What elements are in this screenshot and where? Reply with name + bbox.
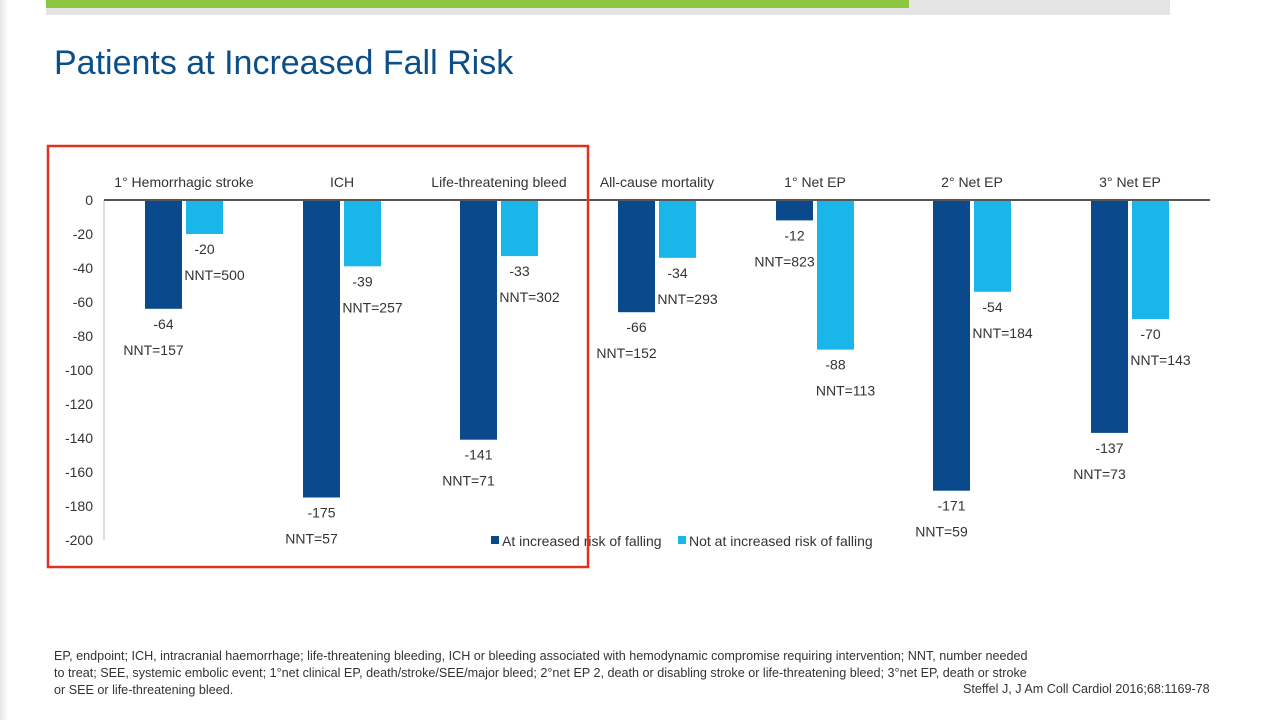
nnt-label: NNT=59: [915, 524, 968, 540]
data-label: -12: [784, 227, 804, 243]
data-label: -171: [937, 498, 965, 514]
slide-title: Patients at Increased Fall Risk: [54, 44, 514, 82]
category-label: 3° Net EP: [1099, 174, 1161, 190]
bar-at-risk: [1091, 200, 1128, 433]
y-tick-label: -120: [65, 396, 93, 412]
nnt-label: NNT=73: [1073, 466, 1126, 482]
category-label: 2° Net EP: [941, 174, 1003, 190]
bar-at-risk: [303, 200, 340, 498]
nnt-label: NNT=500: [184, 267, 245, 283]
y-tick-label: -180: [65, 498, 93, 514]
bar-not-at-risk: [1132, 200, 1169, 319]
category-label: 1° Net EP: [784, 174, 846, 190]
y-tick-label: -100: [65, 362, 93, 378]
data-label: -66: [626, 319, 646, 335]
data-label: -88: [825, 357, 845, 373]
bar-not-at-risk: [501, 200, 538, 257]
bar-not-at-risk: [659, 200, 696, 258]
category-label: 1° Hemorrhagic stroke: [114, 174, 254, 190]
bar-not-at-risk: [344, 200, 381, 267]
y-tick-label: -20: [73, 226, 93, 242]
category-label: Life-threatening bleed: [431, 174, 566, 190]
data-label: -137: [1095, 440, 1123, 456]
data-label: -20: [194, 241, 214, 257]
nnt-label: NNT=184: [972, 325, 1033, 341]
highlight-box: [46, 144, 590, 569]
bar-not-at-risk: [186, 200, 223, 234]
data-label: -34: [667, 265, 687, 281]
nnt-label: NNT=143: [1130, 352, 1191, 368]
y-tick-label: -160: [65, 464, 93, 480]
y-tick-label: -140: [65, 430, 93, 446]
bar-not-at-risk: [974, 200, 1011, 292]
legend-swatch-at-risk: [491, 536, 499, 544]
bar-not-at-risk: [817, 200, 854, 350]
bar-at-risk: [460, 200, 497, 440]
citation: Steffel J, J Am Coll Cardiol 2016;68:116…: [963, 682, 1210, 696]
nnt-label: NNT=823: [754, 253, 815, 269]
nnt-label: NNT=57: [285, 531, 338, 547]
data-label: -54: [982, 299, 1002, 315]
nnt-label: NNT=71: [442, 473, 495, 489]
header-accent-bar: [46, 0, 909, 8]
data-label: -39: [352, 273, 372, 289]
bar-at-risk: [933, 200, 970, 491]
data-label: -175: [307, 505, 335, 521]
footnote: EP, endpoint; ICH, intracranial haemorrh…: [54, 649, 1028, 697]
y-tick-label: -40: [73, 260, 93, 276]
nnt-label: NNT=257: [342, 299, 403, 315]
legend-label: At increased risk of falling: [502, 533, 662, 549]
nnt-label: NNT=293: [657, 291, 718, 307]
data-label: -141: [464, 447, 492, 463]
y-tick-label: 0: [85, 192, 93, 208]
data-label: -70: [1140, 326, 1160, 342]
category-label: ICH: [330, 174, 354, 190]
bar-chart: 0 -20 -40 -60 -80 -100 -120 -140 -160 -180 -200 1° …: [46, 144, 1210, 569]
data-label: -64: [153, 316, 173, 332]
nnt-label: NNT=113: [816, 383, 875, 399]
legend-label: Not at increased risk of falling: [689, 533, 873, 549]
nnt-label: NNT=302: [499, 289, 560, 305]
nnt-label: NNT=157: [123, 342, 184, 358]
y-tick-label: -80: [73, 328, 93, 344]
bar-at-risk: [145, 200, 182, 309]
left-edge-shade: [0, 0, 8, 720]
y-tick-label: -60: [73, 294, 93, 310]
y-tick-label: -200: [65, 532, 93, 548]
bar-at-risk: [776, 200, 813, 221]
category-label: All-cause mortality: [600, 174, 714, 190]
bar-at-risk: [618, 200, 655, 313]
nnt-label: NNT=152: [596, 345, 657, 361]
data-label: -33: [509, 263, 529, 279]
legend-swatch-not-at-risk: [678, 536, 686, 544]
